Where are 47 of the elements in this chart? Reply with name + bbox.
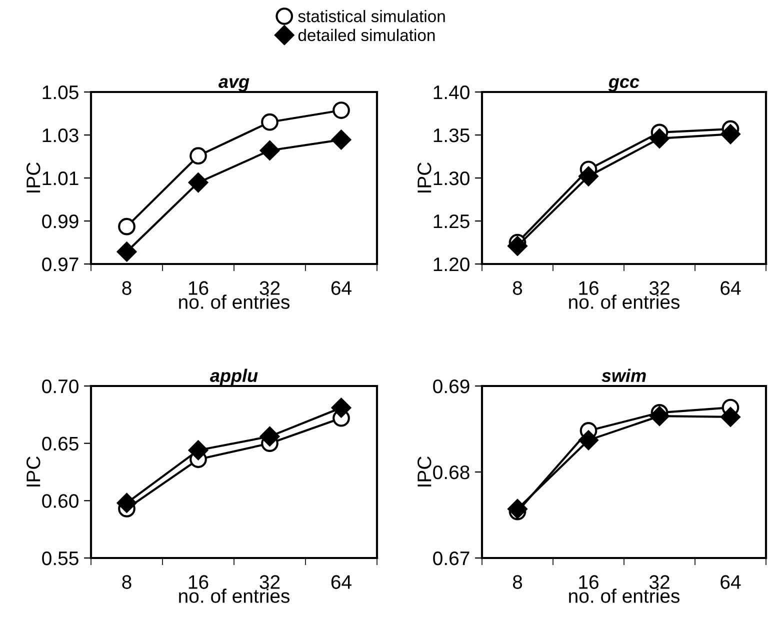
y-axis-title: IPC: [418, 456, 432, 486]
y-tick-label: 0.97: [42, 257, 78, 272]
x-tick-label: 8: [512, 575, 522, 589]
x-axis-title: no. of entries: [569, 588, 680, 603]
chart-title: avg: [218, 78, 250, 92]
y-tick-label: 1.01: [42, 171, 78, 186]
y-tick-label: 0.70: [42, 379, 78, 394]
y-tick-label: 0.67: [433, 551, 470, 566]
x-tick-label: 32: [649, 575, 670, 589]
x-tick-label: 32: [649, 281, 670, 295]
y-tick-label: 0.68: [433, 465, 470, 480]
y-tick-label: 0.65: [42, 436, 78, 451]
y-tick-label: 1.20: [434, 257, 470, 272]
y-tick-label: 0.99: [42, 214, 78, 228]
legend-label: detailed simulation: [298, 28, 435, 42]
y-tick-label: 0.60: [42, 494, 78, 508]
y-tick-label: 1.05: [42, 85, 78, 100]
x-tick-label: 16: [579, 575, 598, 589]
y-tick-label: 1.30: [434, 171, 470, 186]
y-axis-title: IPC: [26, 162, 40, 192]
legend-label: statistical simulation: [298, 10, 445, 22]
x-tick-label: 64: [720, 281, 741, 295]
y-axis-title: IPC: [418, 162, 432, 192]
x-axis-title: no. of entries: [179, 588, 290, 603]
x-tick-label: 16: [579, 281, 598, 295]
x-tick-label: 64: [331, 575, 352, 589]
x-axis-title: no. of entries: [569, 294, 680, 309]
x-tick-label: 32: [260, 281, 280, 295]
x-tick-label: 16: [188, 281, 208, 295]
y-axis-title: IPC: [26, 456, 40, 486]
x-axis-title: no. of entries: [179, 294, 290, 309]
x-tick-label: 64: [331, 281, 352, 295]
y-tick-label: 1.40: [434, 85, 470, 100]
y-tick-label: 1.35: [434, 128, 470, 142]
y-tick-label: 0.55: [42, 551, 78, 566]
chart-title: swim: [602, 368, 646, 382]
x-tick-label: 64: [720, 575, 741, 589]
x-tick-label: 8: [122, 575, 132, 589]
x-tick-label: 16: [188, 575, 208, 589]
chart-title: gcc: [608, 78, 640, 92]
x-tick-label: 8: [512, 281, 522, 295]
x-tick-label: 32: [260, 575, 280, 589]
y-tick-label: 1.25: [434, 214, 470, 228]
x-tick-label: 8: [122, 281, 132, 295]
y-tick-label: 1.03: [42, 128, 78, 142]
chart-title: applu: [210, 368, 258, 386]
y-tick-label: 0.69: [433, 379, 470, 394]
